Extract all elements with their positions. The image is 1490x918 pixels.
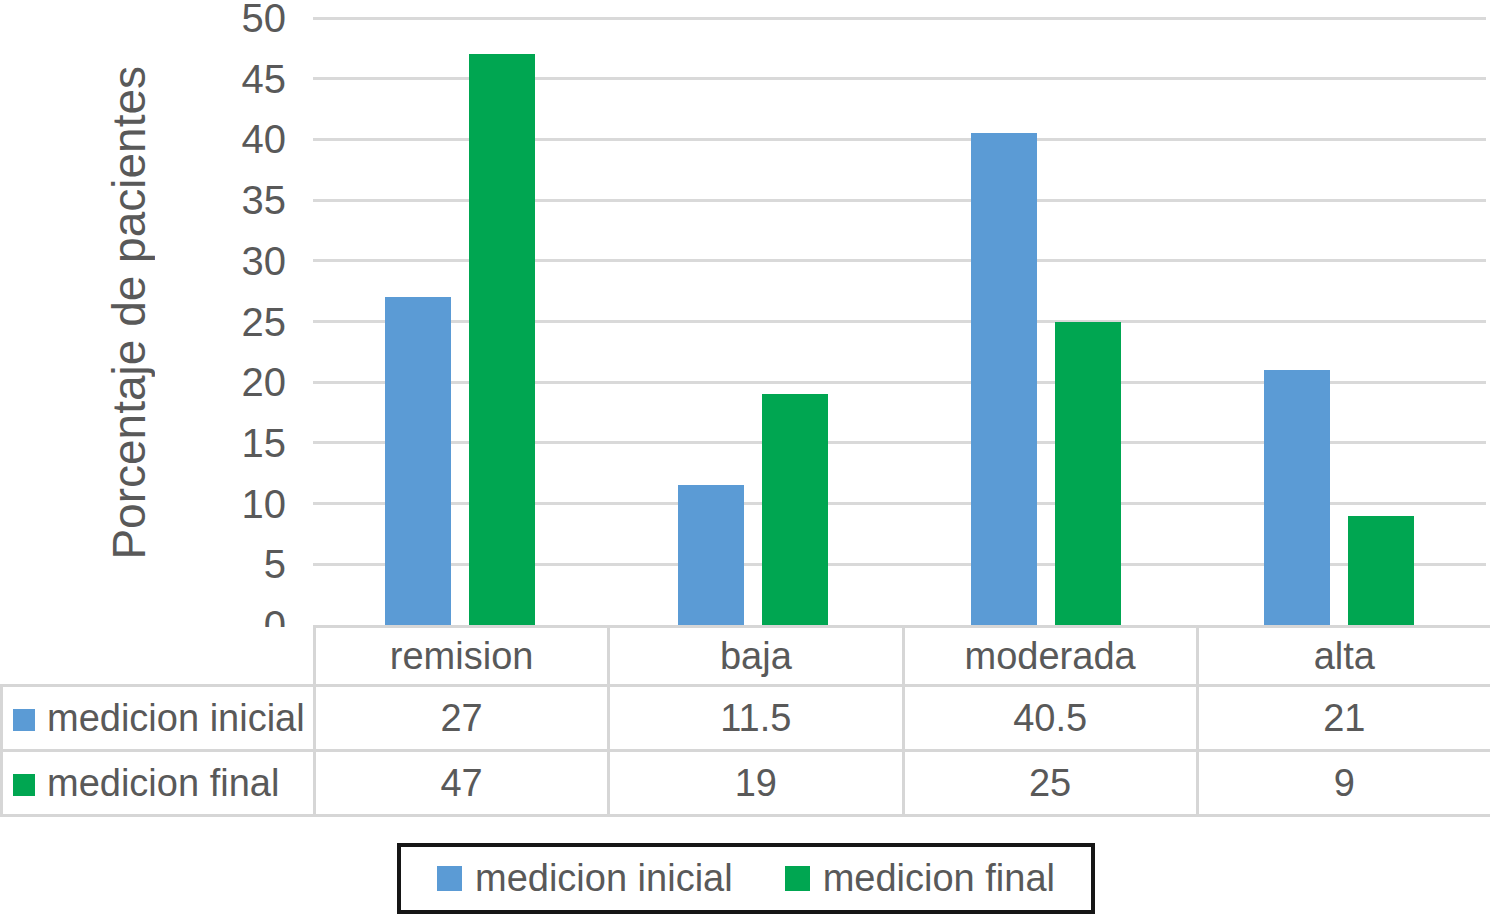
y-tick-label: 45 [242,59,287,99]
data-table: remisionbajamoderadaaltamedicion inicial… [0,625,1490,817]
y-axis-title: Porcentaje de pacientes [86,0,172,625]
bar-medicion-inicial-moderada [971,133,1037,625]
plot-section: Porcentaje de pacientes 50 45 40 35 30 25 20 15… [0,0,1490,625]
legend-swatch-icon [785,866,810,891]
bar-group-alta [1193,18,1486,625]
plot-area [313,18,1486,625]
series-swatch-icon [13,774,35,796]
legend-label: medicion final [823,857,1055,900]
value-cell: 19 [609,751,903,816]
value-cell: 9 [1197,751,1490,816]
y-tick-label: 20 [242,362,287,402]
value-cell: 27 [315,686,609,751]
table-header-row: remisionbajamoderadaalta [2,627,1490,686]
series-swatch-icon [13,709,35,731]
y-tick-label: 15 [242,423,287,463]
y-axis-tick-labels: 50454035302520151050 [172,18,300,625]
legend-entry-medicion-inicial: medicion inicial [437,857,733,900]
bar-medicion-final-remision [469,54,535,625]
value-cell: 11.5 [609,686,903,751]
legend-swatch-icon [437,866,462,891]
bar-medicion-final-moderada [1055,322,1121,626]
category-header-remision: remision [315,627,609,686]
bar-group-remision [313,18,606,625]
value-cell: 25 [903,751,1197,816]
bar-groups [313,18,1486,625]
y-tick-label: 30 [242,241,287,281]
y-tick-label: 10 [242,484,287,524]
category-header-baja: baja [609,627,903,686]
bar-group-moderada [900,18,1193,625]
bar-medicion-inicial-alta [1264,370,1330,625]
y-tick-label: 25 [242,302,287,342]
bar-chart-figure: Porcentaje de pacientes 50 45 40 35 30 25 20 15… [0,0,1490,918]
table-row-medicion-inicial: medicion inicial2711.540.521 [2,686,1490,751]
value-cell: 47 [315,751,609,816]
y-tick-label: 35 [242,180,287,220]
y-axis-title-text: Porcentaje de pacientes [102,66,156,560]
series-label-cell: medicion final [2,751,315,816]
legend: medicion inicial medicion final [397,843,1095,914]
y-tick-label: 40 [242,119,287,159]
category-header-alta: alta [1197,627,1490,686]
legend-entry-medicion-final: medicion final [785,857,1055,900]
legend-label: medicion inicial [475,857,733,900]
value-cell: 21 [1197,686,1490,751]
value-cell: 40.5 [903,686,1197,751]
table-corner-cell [2,627,315,686]
y-tick-label: 5 [264,544,286,584]
y-tick-label: 50 [242,0,287,38]
series-label-cell: medicion inicial [2,686,315,751]
bar-group-baja [606,18,899,625]
bar-medicion-inicial-remision [385,297,451,625]
category-header-moderada: moderada [903,627,1197,686]
bar-medicion-final-baja [762,394,828,625]
bar-medicion-final-alta [1348,516,1414,625]
bar-medicion-inicial-baja [678,485,744,625]
table-row-medicion-final: medicion final4719259 [2,751,1490,816]
